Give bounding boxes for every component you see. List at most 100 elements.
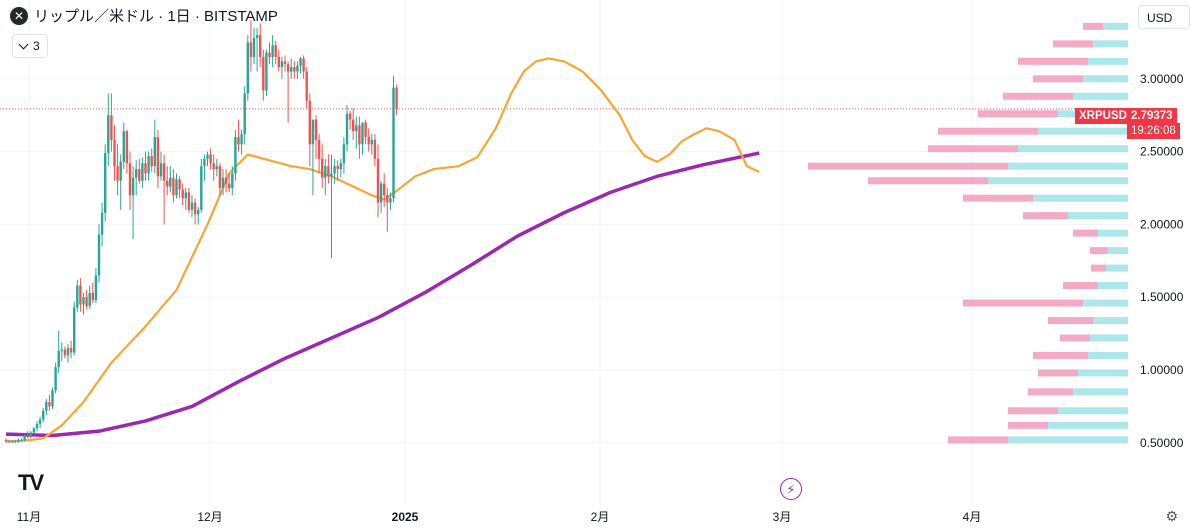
candle-body (228, 183, 231, 188)
candle-body (128, 163, 132, 196)
candle-body (122, 131, 125, 162)
candle-body (379, 183, 383, 203)
candle-body (215, 166, 218, 170)
candle-body (286, 64, 290, 72)
volume-profile-up-bar (1083, 75, 1128, 83)
candle-body (240, 134, 243, 145)
candle-body (138, 169, 141, 181)
candle-body (197, 209, 200, 215)
settings-gear-icon[interactable]: ⚙ (1165, 508, 1178, 524)
candle-body (395, 87, 398, 110)
candle-body (20, 439, 23, 441)
candle-body (159, 163, 163, 177)
x-tick-label: 3月 (773, 510, 792, 524)
indicator-count: 3 (33, 39, 40, 53)
chart-title: リップル／米ドル · 1日 · BITSTAMP (34, 8, 278, 25)
candle-body (305, 71, 308, 101)
candle-body (166, 180, 169, 187)
candle-body (51, 390, 54, 407)
candle-body (125, 131, 129, 164)
y-tick-label: 1.00000 (1140, 363, 1184, 377)
chevron-down-icon (18, 39, 29, 49)
candle-body (361, 122, 364, 145)
candle-body (255, 35, 259, 39)
volume-profile-up-bar (1093, 316, 1128, 324)
symbol-legend[interactable]: ✕ リップル／米ドル · 1日 · BITSTAMP (10, 5, 278, 26)
candle-body (144, 163, 147, 174)
candle-body (169, 177, 172, 187)
volume-profile-down-bar (1008, 421, 1048, 429)
x-tick-label: 12月 (197, 510, 222, 524)
candle-body (324, 166, 327, 178)
volume-profile-down-bar (868, 177, 988, 185)
volume-profile-up-bar (1103, 22, 1128, 30)
price-tag-price: 2.79373 (1127, 108, 1177, 124)
indicator-toggle-button[interactable]: 3 (12, 34, 48, 58)
y-tick-label: 2.00000 (1140, 217, 1184, 231)
currency-button[interactable]: USD (1138, 5, 1190, 29)
candle-body (209, 154, 212, 164)
candle-body (150, 155, 153, 167)
x-tick-label: 11月 (17, 510, 41, 524)
volume-profile-up-bar (1083, 299, 1128, 307)
volume-profile-down-bar (1033, 75, 1083, 83)
candle-body (79, 285, 82, 305)
volume-profile-down-bar (1008, 407, 1058, 415)
candle-body (327, 166, 330, 177)
candle-body (280, 61, 284, 68)
candle-body (97, 234, 101, 276)
volume-profile-up-bar (1088, 57, 1128, 65)
candle-body (48, 402, 51, 407)
candle-body (147, 155, 150, 174)
volume-profile-down-bar (1018, 57, 1088, 65)
candle-body (311, 119, 315, 145)
candle-body (330, 173, 333, 177)
volume-profile-down-bar (1060, 334, 1090, 342)
volume-profile-down-bar (1063, 282, 1098, 290)
candle-body (7, 441, 11, 443)
volume-profile-up-bar (1033, 194, 1128, 202)
candle-body (358, 125, 361, 145)
candle-body (293, 67, 296, 72)
candle-body (91, 292, 94, 301)
candle-body (206, 154, 209, 159)
candle-body (35, 423, 39, 429)
candle-body (383, 183, 386, 196)
y-tick-label: 3.00000 (1140, 72, 1184, 86)
candle-body (184, 192, 187, 199)
volume-profile-up-bar (1098, 229, 1128, 237)
candle-body (277, 56, 280, 68)
volume-profile-up-bar (1078, 369, 1128, 377)
candle-body (85, 297, 88, 306)
candle-body (252, 38, 256, 57)
volume-profile-down-bar (1083, 22, 1103, 30)
candle-body (299, 58, 302, 66)
volume-profile-down-bar (963, 194, 1033, 202)
candle-body (104, 153, 107, 213)
candle-body (17, 439, 20, 442)
tradingview-logo[interactable]: TV (18, 470, 44, 495)
volume-profile-down-bar (938, 127, 1038, 135)
candle-body (221, 177, 225, 188)
lightning-icon[interactable]: ⚡ (780, 478, 802, 500)
volume-profile-up-bar (1106, 264, 1128, 272)
candle-body (268, 52, 271, 57)
candle-body (57, 351, 60, 368)
candle-body (54, 367, 57, 391)
volume-profile-down-bar (928, 145, 1018, 153)
candle-body (234, 137, 237, 174)
candle-body (249, 42, 253, 57)
candle-body (290, 67, 293, 72)
candle-body (11, 441, 14, 443)
candle-body (162, 163, 166, 181)
candle-body (178, 179, 181, 190)
candle-body (212, 163, 215, 170)
candle-body (60, 349, 63, 352)
candle-body (156, 137, 160, 177)
price-tag-countdown: 19:26:08 (1127, 123, 1180, 139)
volume-profile-down-bar (1073, 229, 1098, 237)
candle-body (63, 349, 67, 356)
candle-body (73, 307, 76, 353)
x-tick-label: 4月 (963, 510, 982, 524)
